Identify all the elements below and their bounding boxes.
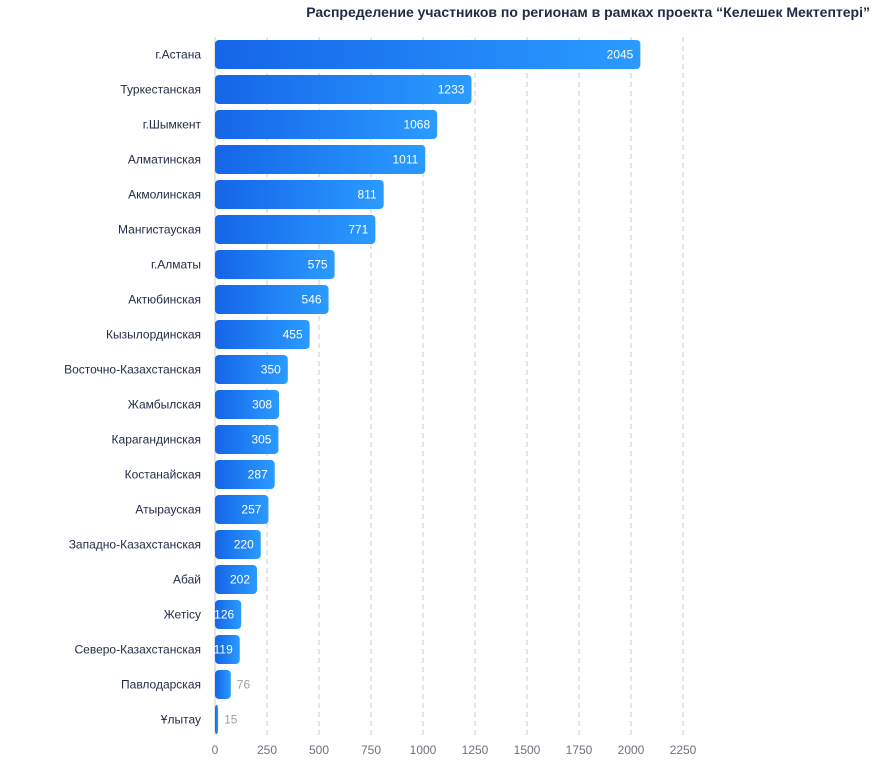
value-label: 455: [283, 328, 303, 342]
bars: [215, 40, 641, 734]
value-label: 202: [230, 573, 250, 587]
bar: [215, 180, 384, 209]
value-label: 119: [214, 643, 233, 657]
bar: [215, 495, 269, 524]
value-label: 575: [308, 258, 328, 272]
value-label: 771: [348, 223, 368, 237]
x-tick-label: 750: [361, 743, 381, 757]
bar: [215, 250, 335, 279]
value-label: 1011: [392, 153, 418, 167]
category-label: Жетісу: [164, 608, 201, 622]
category-label: Карагандинская: [112, 433, 201, 447]
category-label: Жамбылская: [128, 398, 201, 412]
value-label: 1233: [438, 83, 465, 97]
category-label: г.Шымкент: [143, 118, 202, 132]
category-label: Алматинская: [128, 153, 201, 167]
bar: [215, 565, 258, 594]
bar: [215, 635, 240, 664]
bar: [215, 600, 242, 629]
category-label: Восточно-Казахстанская: [64, 363, 201, 377]
category-label: Абай: [173, 573, 201, 587]
category-label: Актюбинская: [128, 293, 201, 307]
bar: [215, 530, 261, 559]
x-tick-label: 250: [257, 743, 277, 757]
bar: [215, 145, 426, 174]
category-label: Ұлытау: [161, 713, 201, 727]
category-label: г.Алматы: [151, 258, 201, 272]
x-tick-label: 500: [309, 743, 329, 757]
value-label: 257: [241, 503, 261, 517]
category-label: Западно-Казахстанская: [69, 538, 201, 552]
category-label: Кызылординская: [106, 328, 201, 342]
value-label: 220: [234, 538, 254, 552]
value-label: 15: [224, 713, 238, 727]
bar: [215, 75, 472, 104]
labels: 0 250 500 750 1000 1250 1500 1750 2000 2250 г.Аста…: [64, 48, 697, 758]
category-label: Акмолинская: [128, 188, 201, 202]
bar: [215, 285, 329, 314]
value-label: 76: [237, 678, 251, 692]
value-label: 126: [214, 608, 234, 622]
chart-title: Распределение участников по регионам в р…: [306, 4, 870, 20]
category-label: Северо-Казахстанская: [74, 643, 201, 657]
category-label: Костанайская: [125, 468, 201, 482]
value-label: 546: [302, 293, 322, 307]
bar: [215, 390, 280, 419]
category-label: г.Астана: [155, 48, 201, 62]
bar: [215, 110, 438, 139]
bar: [215, 460, 275, 489]
bar: [215, 425, 279, 454]
bar: [215, 670, 231, 699]
value-label: 287: [248, 468, 268, 482]
x-tick-label: 0: [212, 743, 219, 757]
category-label: Павлодарская: [121, 678, 201, 692]
bar: [215, 215, 376, 244]
bar: [215, 40, 641, 69]
x-tick-label: 1500: [514, 743, 541, 757]
value-label: 305: [251, 433, 271, 447]
value-label: 308: [252, 398, 272, 412]
x-tick-label: 1000: [410, 743, 437, 757]
category-label: Туркестанская: [120, 83, 201, 97]
value-label: 2045: [607, 48, 634, 62]
x-tick-label: 1750: [566, 743, 593, 757]
bar: [215, 320, 310, 349]
value-label: 350: [261, 363, 281, 377]
category-label: Атырауская: [135, 503, 201, 517]
value-label: 1068: [403, 118, 430, 132]
value-label: 811: [358, 188, 377, 202]
x-tick-label: 2000: [618, 743, 645, 757]
bar: [215, 705, 219, 734]
grid-lines: [214, 37, 684, 735]
category-label: Мангистауская: [118, 223, 201, 237]
x-tick-label: 2250: [670, 743, 697, 757]
bar: [215, 355, 288, 384]
x-tick-label: 1250: [462, 743, 489, 757]
